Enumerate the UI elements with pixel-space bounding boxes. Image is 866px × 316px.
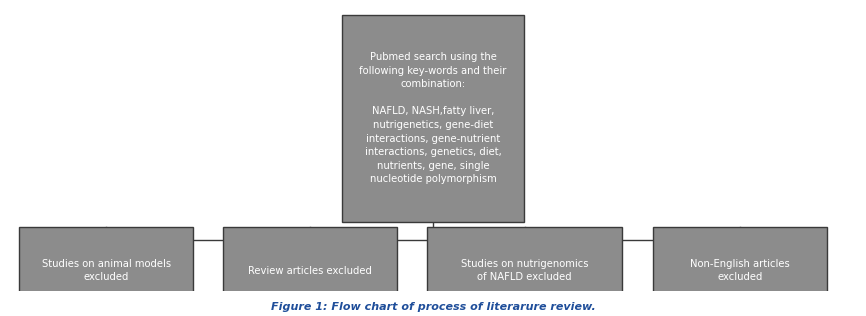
FancyBboxPatch shape	[19, 228, 193, 314]
Text: Studies on nutrigenomics
of NAFLD excluded: Studies on nutrigenomics of NAFLD exclud…	[461, 259, 588, 283]
FancyBboxPatch shape	[653, 228, 827, 314]
FancyBboxPatch shape	[342, 15, 524, 222]
FancyBboxPatch shape	[223, 228, 397, 314]
Text: Studies on animal models
excluded: Studies on animal models excluded	[42, 259, 171, 283]
Text: Figure 1: Flow chart of process of literarure review.: Figure 1: Flow chart of process of liter…	[271, 302, 596, 312]
Text: Non-English articles
excluded: Non-English articles excluded	[690, 259, 790, 283]
Text: Pubmed search using the
following key-words and their
combination:

NAFLD, NASH,: Pubmed search using the following key-wo…	[359, 52, 507, 184]
FancyBboxPatch shape	[427, 228, 623, 314]
Text: Review articles excluded: Review articles excluded	[248, 265, 372, 276]
